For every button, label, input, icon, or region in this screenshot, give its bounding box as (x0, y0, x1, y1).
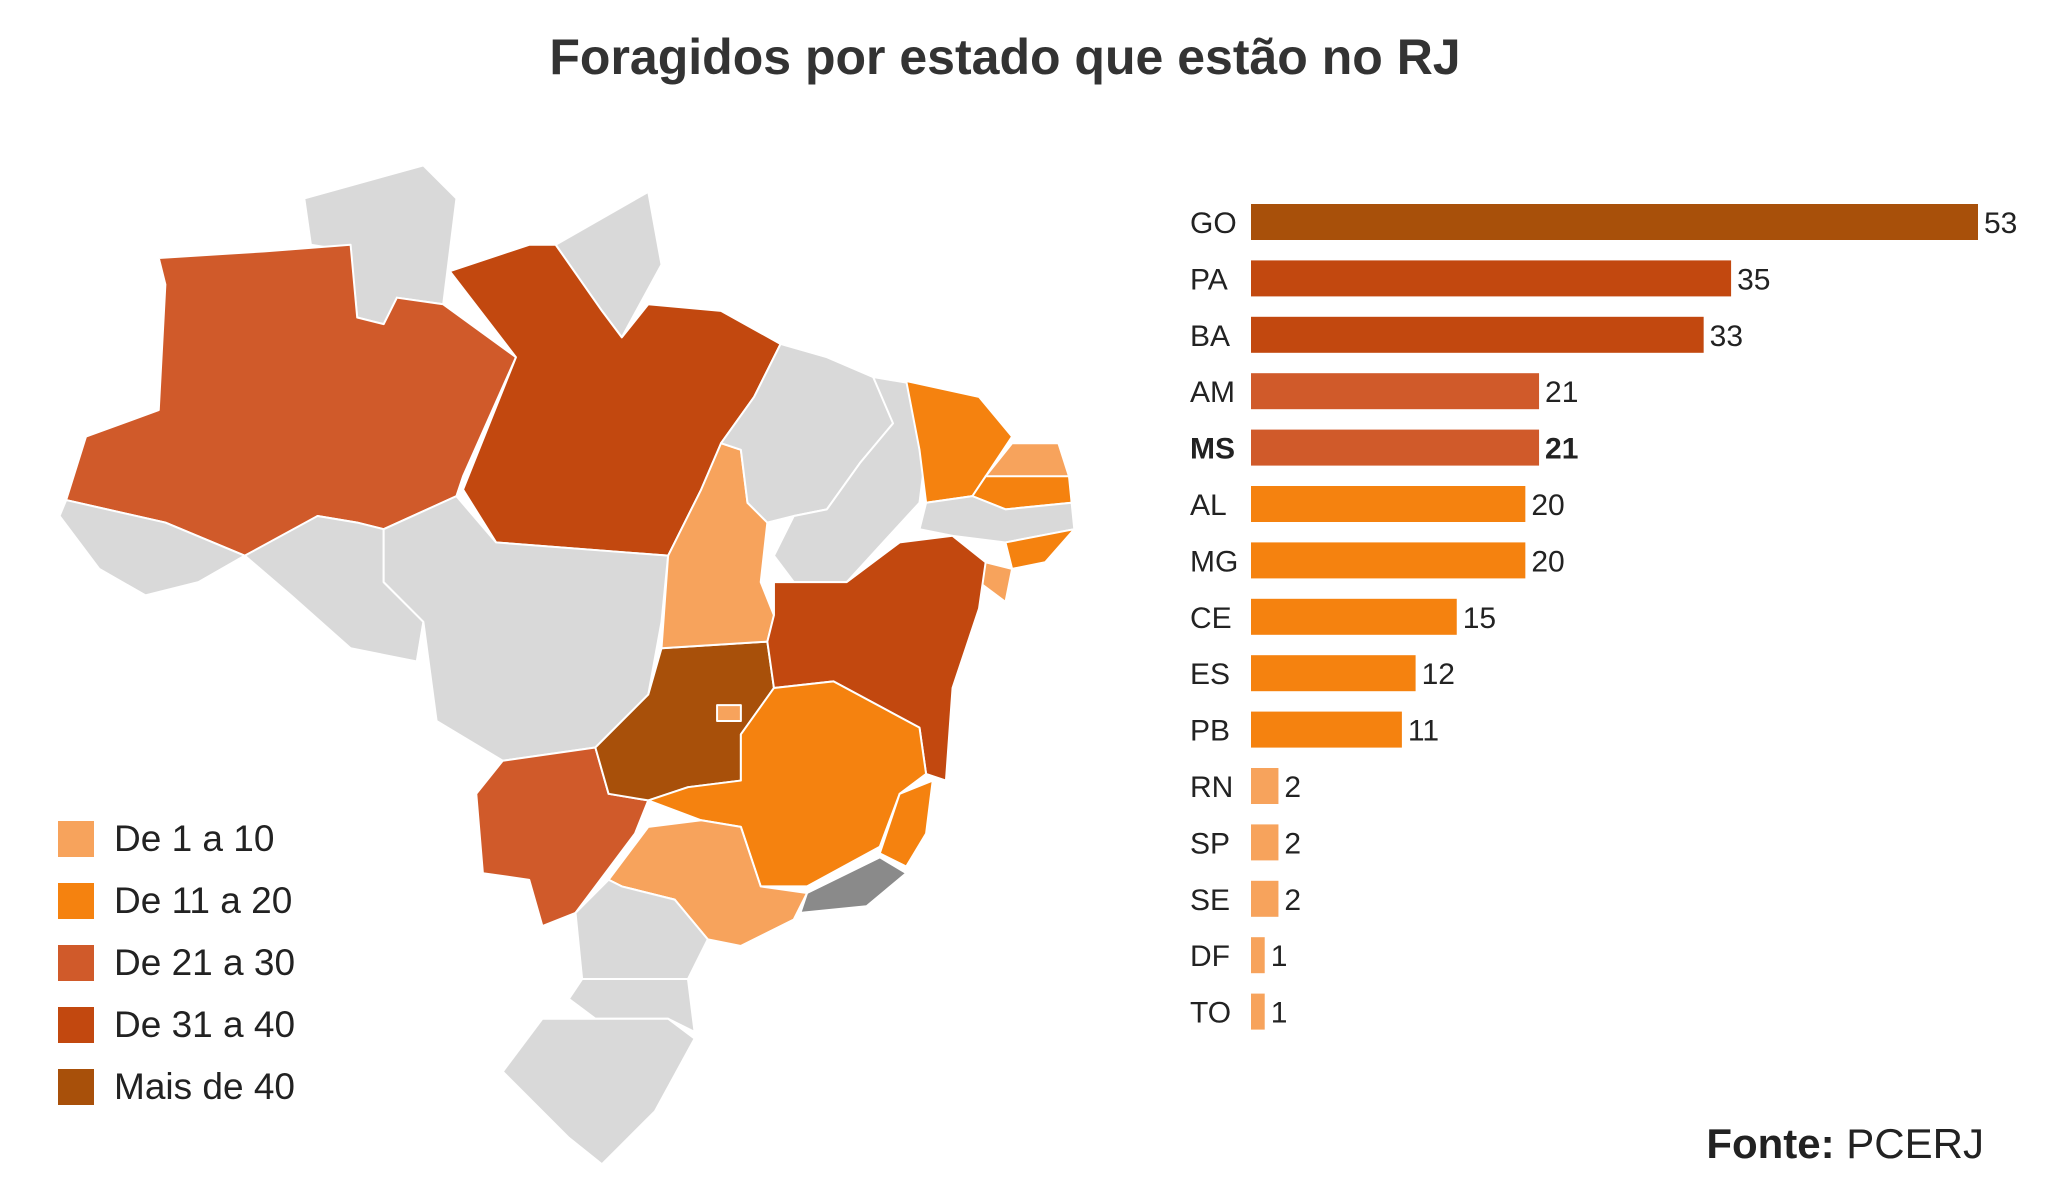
bar-BA (1251, 316, 1704, 353)
bar-category-label: AM (1190, 376, 1235, 409)
bar-MS (1251, 429, 1540, 466)
bar-value-label: 12 (1422, 658, 1455, 691)
legend-swatch (58, 883, 94, 919)
bar-category-label: TO (1190, 997, 1231, 1030)
state-ES (878, 779, 934, 868)
legend-item: De 11 a 20 (58, 870, 295, 932)
state-RS (501, 1017, 696, 1166)
state-RJ (799, 856, 908, 914)
bar-value-label: 2 (1284, 884, 1301, 917)
bar-value-label: 53 (1984, 207, 2017, 240)
bar-category-label: AL (1190, 489, 1227, 522)
legend-item: De 31 a 40 (58, 994, 295, 1056)
state-AL (1004, 528, 1076, 570)
legend-label: De 11 a 20 (114, 880, 293, 921)
bar-SP (1251, 824, 1279, 861)
legend-item: De 21 a 30 (58, 932, 295, 994)
bar-value-label: 15 (1463, 602, 1496, 635)
bar-category-label: GO (1190, 207, 1237, 240)
legend-label: De 1 a 10 (114, 818, 275, 859)
state-AC (58, 499, 246, 597)
bar-SE (1251, 880, 1279, 917)
bar-category-label: PA (1190, 263, 1228, 296)
bar-category-label: PB (1190, 715, 1230, 748)
bar-category-label: DF (1190, 940, 1230, 973)
bar-category-label: MS (1190, 433, 1235, 466)
bar-category-label: SP (1190, 827, 1230, 860)
bar-value-label: 21 (1545, 376, 1578, 409)
bar-value-label: 1 (1271, 997, 1288, 1030)
bar-RN (1251, 768, 1279, 804)
legend-swatch (58, 821, 94, 857)
source-label: Fonte: (1706, 1120, 1835, 1167)
bar-PA (1251, 260, 1732, 297)
bar-value-label: 20 (1531, 489, 1564, 522)
bar-value-label: 33 (1710, 320, 1743, 353)
legend-label: Mais de 40 (114, 1066, 295, 1107)
bar-AL (1251, 486, 1526, 522)
bar-value-label: 2 (1284, 827, 1301, 860)
brazil-map (58, 164, 1076, 1166)
bar-GO (1251, 204, 1978, 240)
bar-category-label: RN (1190, 771, 1233, 804)
bar-value-label: 20 (1531, 545, 1564, 578)
bar-category-label: SE (1190, 884, 1230, 917)
legend-swatch (58, 1007, 94, 1043)
bar-AM (1251, 373, 1540, 410)
bar-MG (1251, 542, 1526, 579)
source-value: PCERJ (1846, 1120, 1984, 1167)
legend-label: De 21 a 30 (114, 942, 296, 983)
bar-ES (1251, 655, 1416, 692)
bar-category-label: BA (1190, 320, 1230, 353)
bar-CE (1251, 598, 1457, 635)
state-BA (766, 534, 987, 782)
bar-value-label: 11 (1408, 715, 1439, 748)
legend-item: Mais de 40 (58, 1056, 295, 1118)
bar-DF (1251, 937, 1265, 974)
legend-swatch (58, 1069, 94, 1105)
bar-category-label: MG (1190, 545, 1238, 578)
legend-label: De 31 a 40 (114, 1004, 296, 1045)
bar-value-label: 35 (1737, 263, 1770, 296)
bar-TO (1251, 993, 1265, 1030)
legend: De 1 a 10 De 11 a 20 De 21 a 30 De 31 a … (58, 808, 295, 1118)
bar-value-label: 1 (1271, 940, 1288, 973)
bar-category-label: CE (1190, 602, 1232, 635)
bar-PB (1251, 711, 1402, 748)
legend-item: De 1 a 10 (58, 808, 295, 870)
legend-swatch (58, 945, 94, 981)
bar-category-label: ES (1190, 658, 1230, 691)
bar-value-label: 21 (1545, 433, 1578, 466)
source-credit: Fonte: PCERJ (1706, 1120, 1984, 1168)
chart-title: Foragidos por estado que estão no RJ (549, 29, 1461, 85)
bar-value-label: 2 (1284, 771, 1301, 804)
state-DF (716, 704, 742, 723)
